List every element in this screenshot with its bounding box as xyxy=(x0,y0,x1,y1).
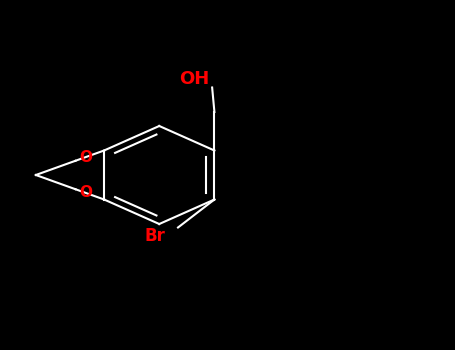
Text: O: O xyxy=(79,150,92,165)
Text: Br: Br xyxy=(145,227,166,245)
Text: O: O xyxy=(79,185,92,200)
Text: OH: OH xyxy=(179,70,209,88)
